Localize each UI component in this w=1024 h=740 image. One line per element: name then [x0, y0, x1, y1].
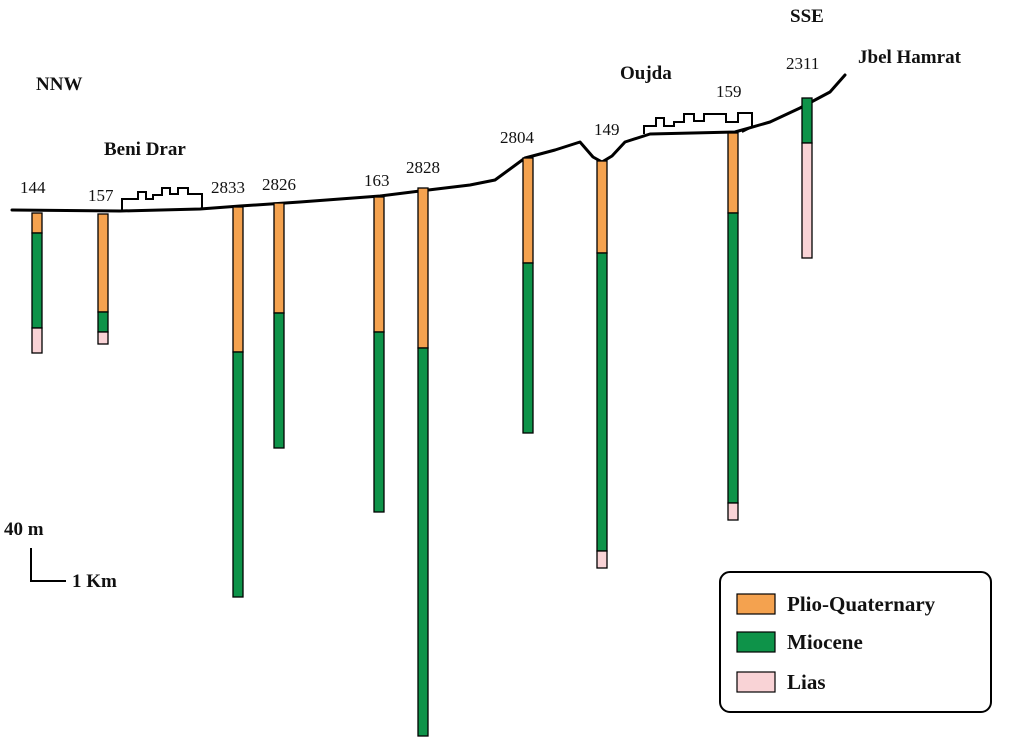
well-2833-mio-segment: [232, 351, 244, 598]
well-2833-plio-segment: [232, 206, 244, 353]
well-2828: 2828: [406, 158, 440, 737]
legend-item-mio: Miocene: [736, 630, 863, 654]
place-jbel-hamrat-label: Jbel Hamrat: [858, 47, 962, 68]
well-2804: 2804: [500, 128, 535, 434]
legend-label-lias: Lias: [787, 670, 826, 694]
well-163-plio-segment: [373, 196, 385, 333]
well-2804-label: 2804: [500, 128, 535, 147]
legend-label-plio: Plio-Quaternary: [787, 592, 936, 616]
well-2828-label: 2828: [406, 158, 440, 177]
well-157-mio-segment: [97, 311, 109, 333]
wells-layer: 144 157 2833 2826 163 2828 2804 149 159 2311: [20, 54, 819, 737]
well-2311: 2311: [786, 54, 819, 259]
place-oujda-label: Oujda: [620, 63, 672, 84]
well-149-plio-segment: [596, 160, 608, 254]
well-2828-mio-segment: [417, 347, 429, 737]
well-144-mio-segment: [31, 232, 43, 329]
legend-item-lias: Lias: [736, 670, 826, 694]
well-163-mio-segment: [373, 331, 385, 513]
well-2833-label: 2833: [211, 178, 245, 197]
well-144-plio-segment: [31, 212, 43, 234]
well-157-lias-segment: [97, 331, 109, 345]
well-159-mio-segment: [727, 212, 739, 504]
scale-vertical-label: 40 m: [4, 519, 44, 540]
well-2804-plio-segment: [522, 157, 534, 264]
well-159-lias-segment: [727, 502, 739, 521]
well-159: 159: [716, 82, 742, 521]
well-149: 149: [594, 120, 620, 569]
well-2826-plio-segment: [273, 202, 285, 314]
well-157-label: 157: [88, 186, 114, 205]
well-163: 163: [364, 171, 390, 513]
well-2826: 2826: [262, 175, 296, 449]
well-2826-mio-segment: [273, 312, 285, 449]
scale-bar: [30, 548, 66, 582]
direction-nnw-label: NNW: [36, 74, 82, 95]
well-144-lias-segment: [31, 327, 43, 354]
beni-drar-town-outline: [121, 187, 203, 210]
legend-swatch-plio: [736, 593, 776, 615]
direction-sse-label: SSE: [790, 6, 824, 27]
legend-swatch-mio: [736, 631, 776, 653]
scale-horizontal-label: 1 Km: [72, 571, 117, 592]
legend-item-plio: Plio-Quaternary: [736, 592, 936, 616]
well-2804-mio-segment: [522, 262, 534, 434]
well-2311-lias-segment: [801, 142, 813, 259]
well-2833: 2833: [211, 178, 245, 598]
well-144-label: 144: [20, 178, 46, 197]
well-157-plio-segment: [97, 213, 109, 313]
well-2311-mio-segment: [801, 97, 813, 144]
legend: Plio-Quaternary Miocene Lias: [719, 571, 992, 713]
legend-swatch-lias: [736, 671, 776, 693]
oujda-town-outline: [643, 112, 753, 134]
well-2311-label: 2311: [786, 54, 819, 73]
well-163-label: 163: [364, 171, 390, 190]
well-149-lias-segment: [596, 550, 608, 569]
well-144: 144: [20, 178, 46, 354]
well-149-label: 149: [594, 120, 620, 139]
legend-box: [719, 571, 992, 713]
well-2826-label: 2826: [262, 175, 296, 194]
well-159-label: 159: [716, 82, 742, 101]
place-beni-drar-label: Beni Drar: [104, 139, 186, 160]
legend-label-mio: Miocene: [787, 630, 863, 654]
well-157: 157: [88, 186, 114, 345]
well-159-plio-segment: [727, 132, 739, 214]
well-2828-plio-segment: [417, 187, 429, 349]
well-149-mio-segment: [596, 252, 608, 552]
